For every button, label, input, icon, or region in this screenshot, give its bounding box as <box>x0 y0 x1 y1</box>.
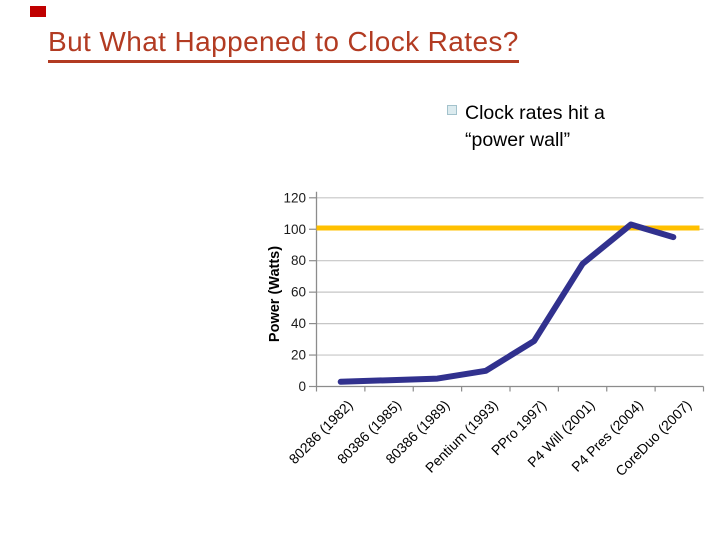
x-axis-category-labels: 80286 (1982)80386 (1985)80386 (1989)Pent… <box>286 397 695 479</box>
chart-axes <box>309 191 705 392</box>
slide-title-text: But What Happened to Clock Rates? <box>48 26 519 63</box>
power-line <box>337 221 677 385</box>
y-axis-tick-label: 20 <box>291 348 306 363</box>
page-title: But What Happened to Clock Rates? <box>48 26 519 63</box>
bullet-item: Clock rates hit a “power wall” <box>447 100 605 154</box>
power-series-line <box>337 221 677 385</box>
y-axis-tick-label: 40 <box>291 316 306 331</box>
y-axis-tick-label: 120 <box>283 190 306 205</box>
y-axis-tick-label: 0 <box>298 379 306 394</box>
chart-gridlines <box>316 197 704 356</box>
bullet-line-1: Clock rates hit a <box>465 102 605 124</box>
y-axis-tick-labels: 0 20 40 60 80 100 120 <box>283 190 306 394</box>
corner-accent-square <box>30 6 46 17</box>
y-axis-title: Power (Watts) <box>267 246 283 342</box>
y-axis-tick-label: 100 <box>283 222 306 237</box>
bullet-line-2: “power wall” <box>465 129 571 151</box>
bullet-text: Clock rates hit a “power wall” <box>465 100 605 154</box>
bullet-square-icon <box>447 105 457 115</box>
y-axis-tick-label: 80 <box>291 253 306 268</box>
y-axis-tick-label: 60 <box>291 285 306 300</box>
